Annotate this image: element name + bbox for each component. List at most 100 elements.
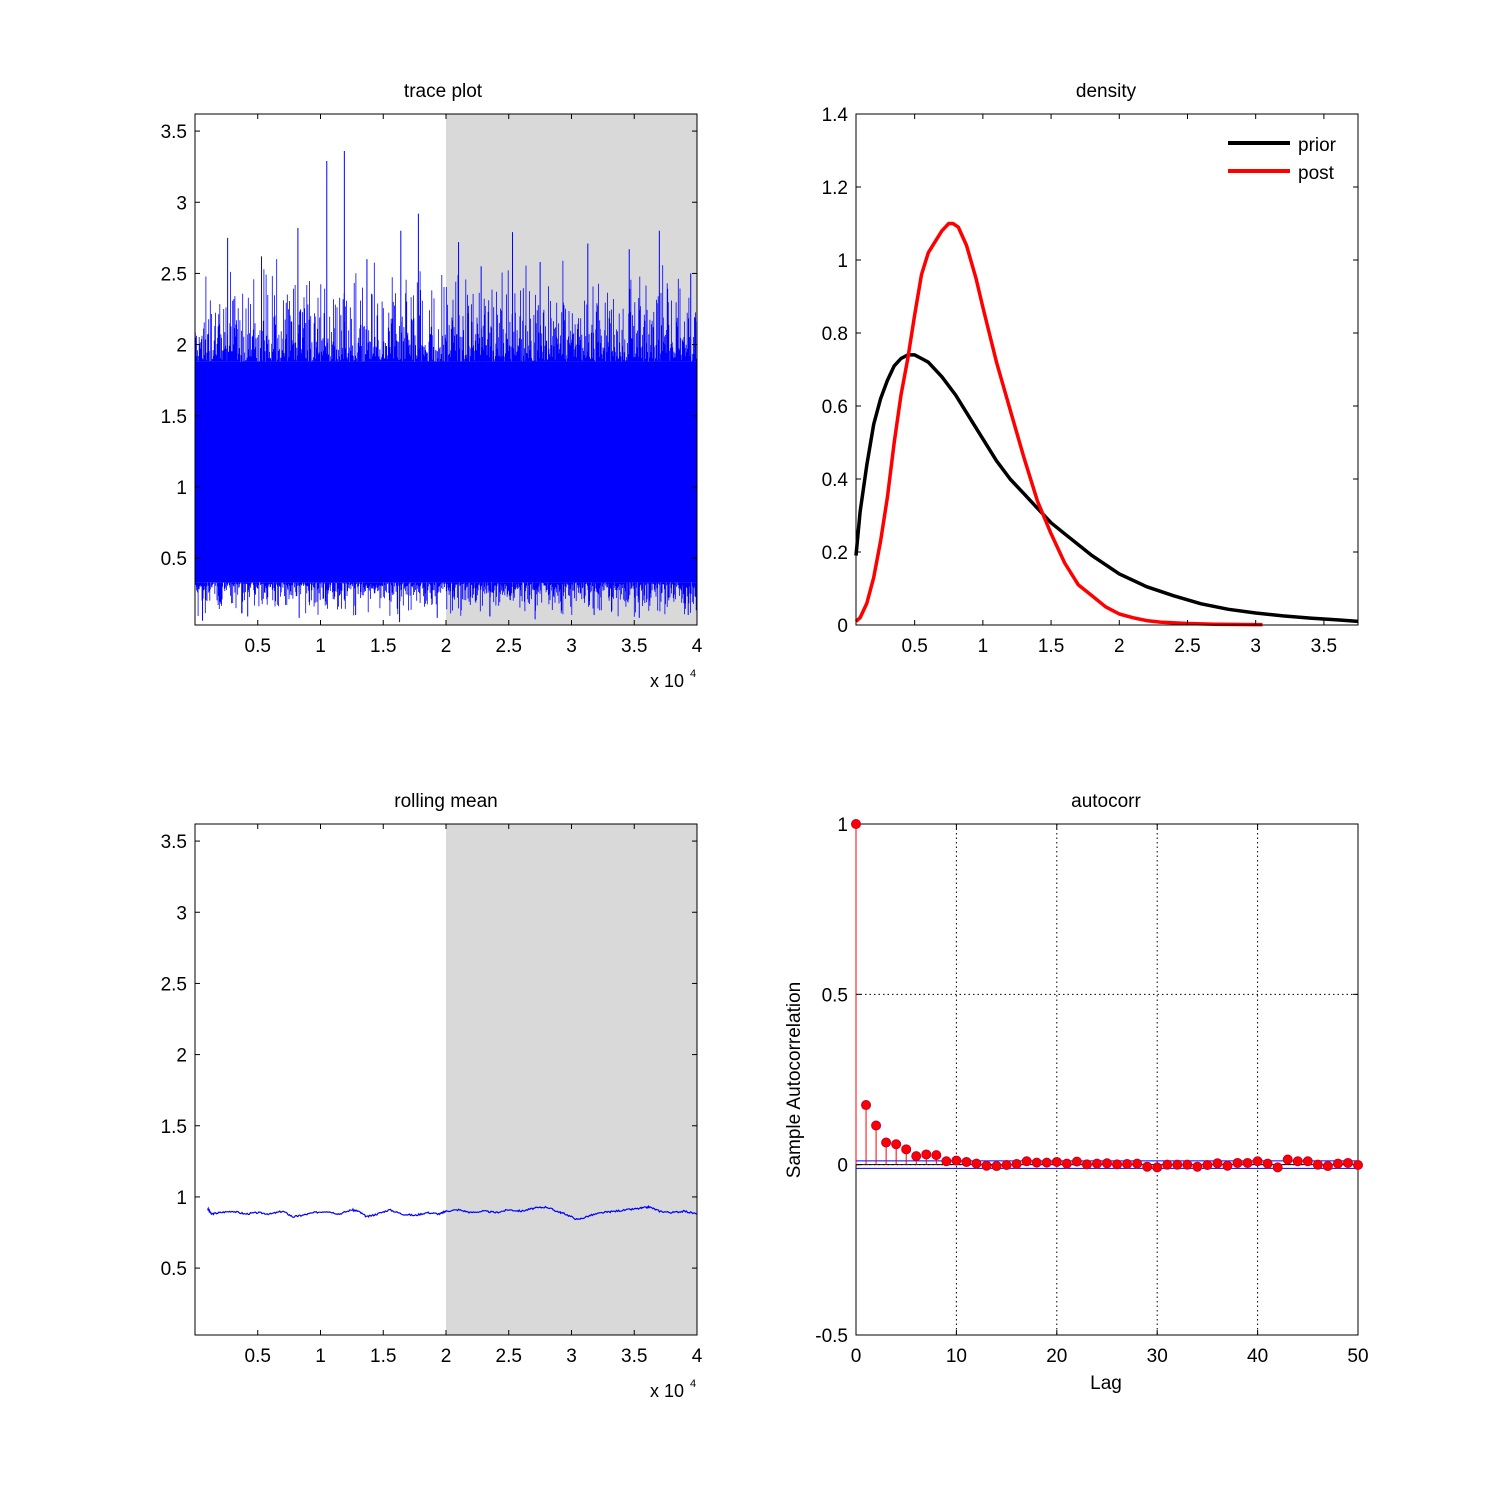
density-y-tick-label: 1.2 bbox=[822, 178, 848, 199]
autocorr-marker bbox=[871, 1120, 882, 1131]
trace-plot-x-tick-label: 3.5 bbox=[621, 636, 647, 657]
trace-plot-y-tick-label: 3 bbox=[176, 193, 187, 214]
rolling-mean-y-tick-label: 1.5 bbox=[161, 1117, 187, 1138]
density-x-tick-label: 1.5 bbox=[1038, 636, 1064, 657]
density-series-post bbox=[854, 221, 1263, 627]
density-plot-area: 0.5 1 1.5 2 2.5 3 3.5 0 0.2 0.4 0.6 0.8 1 1.2 1.4 bbox=[822, 105, 1359, 657]
autocorr-marker bbox=[1282, 1154, 1293, 1165]
trace-plot-x-tick-label: 4 bbox=[692, 636, 703, 657]
rolling-mean-plot-area: 0.5 1 1.5 2 2.5 3 3.5 4 0.5 1 1.5 2 2.5 3 3.5 bbox=[161, 823, 703, 1367]
trace-plot-y-tick-label: 3.5 bbox=[161, 122, 187, 143]
autocorr-marker bbox=[891, 1139, 902, 1150]
rolling-mean-y-tick-label: 3.5 bbox=[161, 832, 187, 853]
rolling-mean-y-tick-label: 0.5 bbox=[161, 1259, 187, 1280]
autocorr-panel: 0 10 20 30 40 50-0.500.51 autocorr Lag Sample… bbox=[784, 791, 1369, 1394]
autocorr-marker bbox=[941, 1156, 952, 1167]
autocorr-marker bbox=[1152, 1162, 1163, 1173]
trace-plot-panel: 0.5 1 1.5 2 2.5 3 3.5 4 0.5 1 1.5 2 2.5 3 3.5 trace pl… bbox=[161, 81, 703, 691]
trace-plot-x-tick-label: 2 bbox=[441, 636, 452, 657]
autocorr-marker bbox=[1011, 1158, 1022, 1169]
autocorr-marker bbox=[1332, 1158, 1343, 1169]
rolling-mean-x-tick-label: 0.5 bbox=[245, 1346, 271, 1367]
rolling-mean-x-tick-label: 1.5 bbox=[370, 1346, 396, 1367]
legend-post-label: post bbox=[1298, 163, 1335, 184]
rolling-mean-x-tick-label: 2.5 bbox=[496, 1346, 522, 1367]
density-x-tick-label: 3.5 bbox=[1311, 636, 1337, 657]
autocorr-plot-area: 0 10 20 30 40 50-0.500.51 bbox=[815, 815, 1368, 1367]
trace-plot-title: trace plot bbox=[404, 81, 483, 102]
autocorr-marker bbox=[991, 1161, 1002, 1172]
autocorr-marker bbox=[1041, 1157, 1052, 1168]
autocorr-marker bbox=[1212, 1158, 1223, 1169]
autocorr-marker bbox=[1021, 1156, 1032, 1167]
autocorr-marker bbox=[861, 1100, 872, 1111]
autocorr-marker bbox=[1292, 1156, 1303, 1167]
autocorr-marker bbox=[911, 1151, 922, 1162]
density-y-tick-label: 0.4 bbox=[822, 470, 849, 491]
rolling-mean-panel: 0.5 1 1.5 2 2.5 3 3.5 4 0.5 1 1.5 2 2.5 3 3.5 rolling … bbox=[161, 791, 703, 1401]
rolling-mean-x-exponent-power: 4 bbox=[690, 1378, 696, 1390]
autocorr-marker bbox=[1353, 1160, 1363, 1171]
autocorr-marker bbox=[1232, 1157, 1243, 1168]
density-x-tick-label: 1 bbox=[978, 636, 989, 657]
autocorr-y-tick-label: 1 bbox=[837, 815, 848, 836]
autocorr-marker bbox=[1162, 1159, 1173, 1170]
autocorr-marker bbox=[971, 1158, 982, 1169]
density-y-tick-label: 1.4 bbox=[822, 105, 849, 126]
rolling-mean-x-exponent: x 10 bbox=[650, 1381, 684, 1401]
trace-plot-y-tick-label: 1.5 bbox=[161, 407, 187, 428]
autocorr-marker bbox=[1172, 1159, 1183, 1170]
density-y-tick-label: 0.6 bbox=[822, 397, 848, 418]
density-panel: 0.5 1 1.5 2 2.5 3 3.5 0 0.2 0.4 0.6 0.8 1 1.2 1.4 dens… bbox=[822, 81, 1359, 657]
rolling-mean-y-tick-label: 3 bbox=[176, 903, 187, 924]
autocorr-marker bbox=[951, 1155, 962, 1166]
trace-plot-x-exponent-power: 4 bbox=[690, 668, 696, 680]
rolling-mean-title: rolling mean bbox=[394, 791, 498, 812]
density-axes-frame bbox=[855, 113, 1359, 626]
density-y-tick-label: 0.2 bbox=[822, 543, 848, 564]
autocorr-marker bbox=[961, 1156, 972, 1167]
autocorr-marker bbox=[1252, 1156, 1263, 1167]
autocorr-marker bbox=[901, 1144, 912, 1155]
autocorr-x-tick-label: 10 bbox=[946, 1346, 967, 1367]
autocorr-marker bbox=[1192, 1161, 1203, 1172]
rolling-mean-series bbox=[207, 1204, 698, 1221]
trace-plot-y-tick-label: 2 bbox=[176, 336, 187, 357]
autocorr-marker bbox=[931, 1150, 942, 1161]
autocorr-y-label: Sample Autocorrelation bbox=[784, 982, 805, 1178]
autocorr-marker bbox=[1182, 1159, 1193, 1170]
autocorr-marker bbox=[1302, 1156, 1313, 1167]
autocorr-marker bbox=[1091, 1158, 1102, 1169]
autocorr-marker bbox=[921, 1149, 932, 1160]
autocorr-marker bbox=[1031, 1157, 1042, 1168]
density-x-tick-label: 2.5 bbox=[1174, 636, 1200, 657]
autocorr-marker bbox=[881, 1137, 892, 1148]
trace-plot-x-tick-label: 1 bbox=[315, 636, 326, 657]
autocorr-marker bbox=[1322, 1161, 1333, 1172]
density-x-tick-label: 2 bbox=[1114, 636, 1125, 657]
trace-plot-x-exponent: x 10 bbox=[650, 671, 684, 691]
legend-prior-label: prior bbox=[1298, 135, 1337, 156]
trace-plot-x-tick-label: 3 bbox=[566, 636, 577, 657]
rolling-mean-y-tick-label: 2.5 bbox=[161, 974, 187, 995]
rolling-mean-x-tick-label: 3 bbox=[566, 1346, 577, 1367]
autocorr-marker bbox=[1142, 1161, 1153, 1172]
autocorr-marker bbox=[1202, 1160, 1213, 1171]
density-series-prior bbox=[854, 353, 1359, 624]
autocorr-marker bbox=[1001, 1160, 1012, 1171]
autocorr-marker bbox=[1122, 1158, 1133, 1169]
rolling-mean-x-tick-label: 3.5 bbox=[621, 1346, 647, 1367]
autocorr-marker bbox=[1222, 1160, 1233, 1171]
autocorr-marker bbox=[1081, 1159, 1092, 1170]
autocorr-marker bbox=[1312, 1159, 1323, 1170]
autocorr-y-tick-label: 0.5 bbox=[822, 985, 848, 1006]
autocorr-x-label: Lag bbox=[1090, 1373, 1122, 1394]
autocorr-marker bbox=[1132, 1158, 1143, 1169]
rolling-mean-axes-frame bbox=[194, 823, 698, 1336]
autocorr-marker bbox=[1102, 1158, 1112, 1169]
autocorr-y-tick-label: -0.5 bbox=[815, 1326, 848, 1347]
trace-plot-y-tick-label: 2.5 bbox=[161, 264, 187, 285]
